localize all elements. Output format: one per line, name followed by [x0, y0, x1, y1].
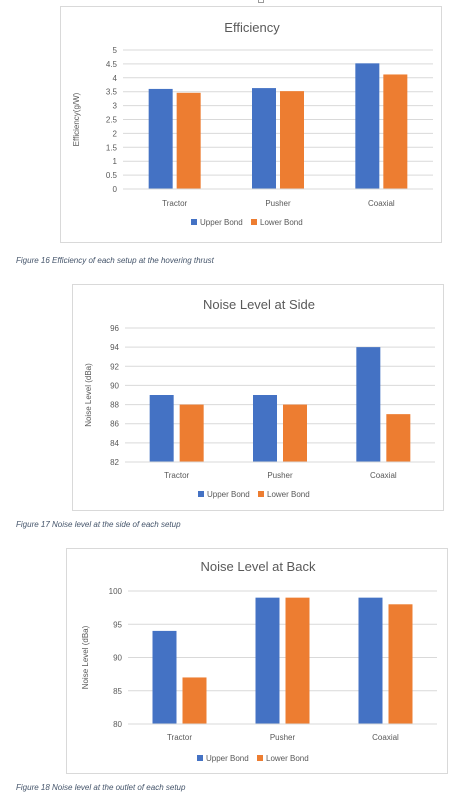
- bar-upper-bond: [149, 395, 174, 462]
- y-tick-label: 1: [113, 157, 118, 166]
- x-category-label: Tractor: [164, 471, 189, 480]
- y-tick-label: 3: [113, 102, 118, 111]
- x-category-label: Pusher: [270, 733, 296, 742]
- bar-lower-bond: [388, 604, 413, 724]
- y-tick-label: 90: [110, 381, 119, 390]
- x-category-label: Pusher: [265, 199, 291, 208]
- x-category-label: Tractor: [162, 199, 187, 208]
- efficiency-chart: Efficiency 0 0.5 1 1.5 2 2.5 3 3.5 4 4.5 5 Efficienc…: [60, 6, 442, 243]
- legend-swatch: [197, 755, 203, 761]
- bar-lower-bond: [176, 92, 201, 189]
- legend-swatch: [191, 219, 197, 225]
- legend-swatch: [257, 755, 263, 761]
- y-tick-label: 90: [113, 654, 122, 663]
- x-category-label: Coaxial: [372, 733, 399, 742]
- bar-upper-bond: [355, 63, 380, 189]
- page-corner-mark: [258, 0, 264, 3]
- x-category-label: Pusher: [267, 471, 293, 480]
- figure-18-caption: Figure 18 Noise level at the outlet of e…: [16, 783, 186, 792]
- bar-upper-bond: [252, 88, 276, 189]
- bar-upper-bond: [255, 597, 280, 724]
- y-tick-label: 86: [110, 420, 119, 429]
- chart-title: Noise Level at Side: [203, 297, 315, 312]
- y-tick-label: 95: [113, 620, 122, 629]
- y-tick-label: 2.5: [106, 116, 118, 125]
- y-axis-label: Noise Level (dBa): [81, 625, 90, 689]
- y-tick-label: 96: [110, 324, 119, 333]
- legend-label: Lower Bond: [260, 218, 303, 227]
- bar-lower-bond: [280, 91, 304, 189]
- y-tick-label: 0: [113, 185, 118, 194]
- figure-16-caption: Figure 16 Efficiency of each setup at th…: [16, 256, 214, 265]
- y-tick-label: 1.5: [106, 143, 118, 152]
- bar-upper-bond: [152, 630, 177, 724]
- noise-side-chart-svg: Noise Level at Side 82 84 86 88 90 92 94 96 Noise…: [84, 297, 435, 499]
- chart-title: Noise Level at Back: [201, 559, 316, 574]
- chart-title: Efficiency: [224, 20, 280, 35]
- y-tick-label: 84: [110, 439, 119, 448]
- legend-label: Upper Bond: [206, 754, 249, 763]
- legend-swatch: [198, 491, 204, 497]
- noise-back-chart-svg: Noise Level at Back 80 85 90 95 100 Noise Leve…: [81, 559, 437, 763]
- bar-upper-bond: [253, 395, 277, 462]
- x-category-label: Coaxial: [370, 471, 397, 480]
- y-tick-label: 88: [110, 401, 119, 410]
- bar-lower-bond: [285, 597, 310, 724]
- y-tick-label: 82: [110, 458, 119, 467]
- bar-lower-bond: [283, 404, 307, 462]
- x-category-label: Coaxial: [368, 199, 395, 208]
- noise-side-chart: Noise Level at Side 82 84 86 88 90 92 94 96 Noise…: [72, 284, 444, 511]
- legend-label: Upper Bond: [207, 490, 250, 499]
- y-tick-label: 85: [113, 687, 122, 696]
- efficiency-chart-svg: Efficiency 0 0.5 1 1.5 2 2.5 3 3.5 4 4.5 5 Efficienc…: [72, 20, 433, 227]
- y-tick-label: 94: [110, 343, 119, 352]
- bar-upper-bond: [148, 88, 173, 189]
- y-tick-label: 0.5: [106, 171, 118, 180]
- y-tick-label: 2: [113, 129, 118, 138]
- legend-label: Lower Bond: [266, 754, 309, 763]
- legend-swatch: [251, 219, 257, 225]
- y-axis-label: Efficiency(g/W): [72, 92, 81, 146]
- figure-17-caption: Figure 17 Noise level at the side of eac…: [16, 520, 181, 529]
- legend-label: Lower Bond: [267, 490, 310, 499]
- y-tick-label: 4: [113, 74, 118, 83]
- y-tick-label: 4.5: [106, 60, 118, 69]
- y-axis-label: Noise Level (dBa): [84, 363, 93, 427]
- noise-back-chart: Noise Level at Back 80 85 90 95 100 Noise Leve…: [66, 548, 448, 774]
- y-tick-label: 3.5: [106, 88, 118, 97]
- bar-lower-bond: [182, 677, 207, 724]
- y-tick-label: 100: [109, 587, 123, 596]
- legend-label: Upper Bond: [200, 218, 243, 227]
- bar-upper-bond: [358, 597, 383, 724]
- y-tick-label: 80: [113, 720, 122, 729]
- bar-lower-bond: [383, 74, 408, 189]
- y-tick-label: 5: [113, 46, 118, 55]
- bar-upper-bond: [356, 347, 381, 462]
- legend-swatch: [258, 491, 264, 497]
- x-category-label: Tractor: [167, 733, 192, 742]
- y-tick-label: 92: [110, 362, 119, 371]
- bar-lower-bond: [386, 414, 411, 462]
- bar-lower-bond: [179, 404, 204, 462]
